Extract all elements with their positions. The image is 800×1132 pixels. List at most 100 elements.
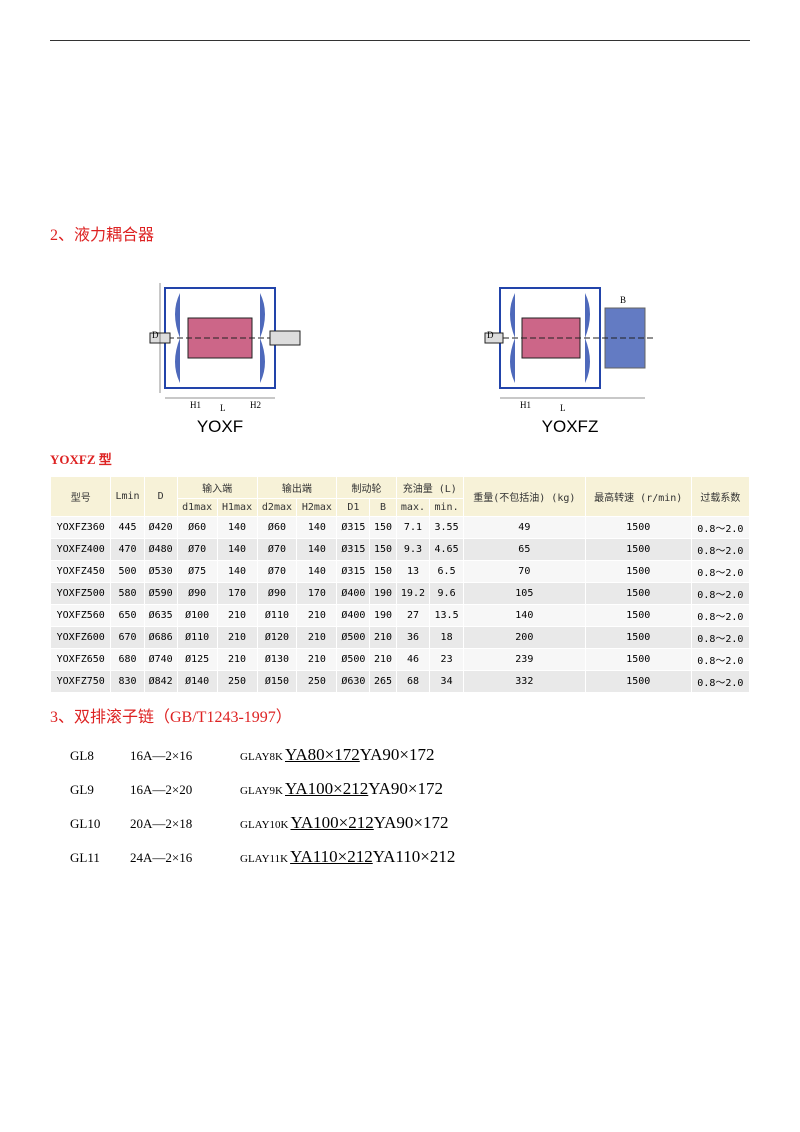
cell-omin: 34: [430, 671, 464, 693]
cell-omax: 27: [396, 605, 430, 627]
th-d: D: [144, 477, 177, 517]
th-brake: 制动轮: [337, 477, 396, 499]
cell-d: Ø530: [144, 561, 177, 583]
cell-h1: 210: [217, 649, 257, 671]
cell-l: 580: [111, 583, 144, 605]
th-oilmax: max.: [396, 499, 430, 517]
chain-spec: 16A—2×16: [130, 748, 240, 764]
table-row: YOXFZ750830Ø842Ø140250Ø150250Ø6302656834…: [51, 671, 750, 693]
chain-glay: GLAY8K: [240, 751, 283, 763]
cell-ov: 0.8～2.0: [691, 539, 749, 561]
cell-B: 265: [370, 671, 396, 693]
cell-d1: Ø75: [177, 561, 217, 583]
cell-m: YOXFZ400: [51, 539, 111, 561]
cell-m: YOXFZ360: [51, 517, 111, 539]
chain-ya2: YA90×172: [368, 779, 443, 799]
chain-list: GL816A—2×16GLAY8KYA80×172 YA90×172 GL916A…: [50, 745, 750, 867]
cell-m: YOXFZ650: [51, 649, 111, 671]
th-model: 型号: [51, 477, 111, 517]
svg-text:D: D: [152, 330, 159, 340]
cell-sp: 1500: [585, 605, 691, 627]
cell-omax: 46: [396, 649, 430, 671]
table-row: YOXFZ650680Ø740Ø125210Ø130210Ø5002104623…: [51, 649, 750, 671]
chain-ya1: YA100×212: [285, 779, 368, 799]
diagram-yoxfz: H1 L B D YOXFZ: [460, 263, 680, 437]
spec-table-body: YOXFZ360445Ø420Ø60140Ø60140Ø3151507.13.5…: [51, 517, 750, 693]
cell-B: 210: [370, 649, 396, 671]
cell-d2: Ø90: [257, 583, 297, 605]
cell-ov: 0.8～2.0: [691, 649, 749, 671]
th-h1max: H1max: [217, 499, 257, 517]
cell-m: YOXFZ600: [51, 627, 111, 649]
cell-omin: 3.55: [430, 517, 464, 539]
chain-row: GL1124A—2×16GLAY11KYA110×212 YA110×212: [70, 847, 750, 867]
cell-d1: Ø90: [177, 583, 217, 605]
cell-sp: 1500: [585, 539, 691, 561]
spec-table-head: 型号 Lmin D 输入端 输出端 制动轮 充油量 (L) 重量(不包括油) (…: [51, 477, 750, 517]
cell-h2: 210: [297, 627, 337, 649]
chain-ya2: YA90×172: [360, 745, 435, 765]
cell-kg: 140: [463, 605, 585, 627]
svg-text:D: D: [487, 330, 494, 340]
svg-text:L: L: [220, 403, 226, 413]
cell-d1: Ø125: [177, 649, 217, 671]
cell-h1: 140: [217, 517, 257, 539]
cell-ov: 0.8～2.0: [691, 671, 749, 693]
cell-l: 680: [111, 649, 144, 671]
th-d1max: d1max: [177, 499, 217, 517]
cell-h2: 250: [297, 671, 337, 693]
table-row: YOXFZ560650Ø635Ø100210Ø110210Ø4001902713…: [51, 605, 750, 627]
cell-omin: 6.5: [430, 561, 464, 583]
chain-spec: 24A—2×16: [130, 850, 240, 866]
cell-D1: Ø315: [337, 539, 370, 561]
cell-d: Ø740: [144, 649, 177, 671]
cell-d2: Ø130: [257, 649, 297, 671]
cell-d1: Ø140: [177, 671, 217, 693]
cell-l: 650: [111, 605, 144, 627]
cell-omax: 19.2: [396, 583, 430, 605]
chain-row: GL816A—2×16GLAY8KYA80×172 YA90×172: [70, 745, 750, 765]
cell-B: 150: [370, 561, 396, 583]
yoxfz-drawing: H1 L B D: [460, 263, 680, 413]
cell-d2: Ø150: [257, 671, 297, 693]
cell-B: 150: [370, 517, 396, 539]
cell-kg: 65: [463, 539, 585, 561]
cell-kg: 200: [463, 627, 585, 649]
diagram-row: H1 H2 L D YOXF H1 L B D YOXFZ: [50, 263, 750, 437]
th-overload: 过载系数: [691, 477, 749, 517]
cell-omin: 13.5: [430, 605, 464, 627]
cell-kg: 105: [463, 583, 585, 605]
chain-spec: 20A—2×18: [130, 816, 240, 832]
th-oil: 充油量 (L): [396, 477, 463, 499]
cell-omax: 9.3: [396, 539, 430, 561]
yoxf-label: YOXF: [120, 417, 320, 437]
cell-h2: 140: [297, 539, 337, 561]
chain-row: GL916A—2×20GLAY9KYA100×212 YA90×172: [70, 779, 750, 799]
cell-kg: 332: [463, 671, 585, 693]
cell-omin: 9.6: [430, 583, 464, 605]
th-weight: 重量(不包括油) (kg): [463, 477, 585, 517]
cell-m: YOXFZ500: [51, 583, 111, 605]
cell-m: YOXFZ450: [51, 561, 111, 583]
th-input: 输入端: [177, 477, 257, 499]
chain-row: GL1020A—2×18GLAY10KYA100×212 YA90×172: [70, 813, 750, 833]
th-oilmin: min.: [430, 499, 464, 517]
cell-d2: Ø120: [257, 627, 297, 649]
svg-text:H1: H1: [520, 400, 531, 410]
chain-ya1: YA110×212: [290, 847, 373, 867]
chain-ya1: YA80×172: [285, 745, 360, 765]
cell-d: Ø686: [144, 627, 177, 649]
spec-table: 型号 Lmin D 输入端 输出端 制动轮 充油量 (L) 重量(不包括油) (…: [50, 476, 750, 693]
cell-h1: 140: [217, 561, 257, 583]
cell-kg: 70: [463, 561, 585, 583]
cell-ov: 0.8～2.0: [691, 561, 749, 583]
cell-B: 190: [370, 605, 396, 627]
cell-h1: 170: [217, 583, 257, 605]
cell-d2: Ø60: [257, 517, 297, 539]
chain-glay: GLAY9K: [240, 785, 283, 797]
page-top-rule: [50, 40, 750, 41]
cell-d2: Ø70: [257, 539, 297, 561]
cell-l: 470: [111, 539, 144, 561]
cell-sp: 1500: [585, 649, 691, 671]
table-row: YOXFZ400470Ø480Ø70140Ø70140Ø3151509.34.6…: [51, 539, 750, 561]
